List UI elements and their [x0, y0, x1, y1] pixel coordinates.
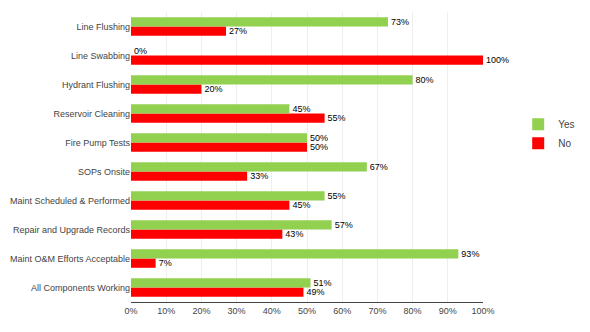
svg-text:55%: 55% — [328, 113, 346, 123]
svg-text:80%: 80% — [404, 306, 422, 316]
svg-text:73%: 73% — [391, 17, 409, 27]
svg-text:SOPs Onsite: SOPs Onsite — [78, 167, 130, 177]
svg-text:100%: 100% — [486, 55, 509, 65]
svg-text:0%: 0% — [134, 46, 147, 56]
svg-text:51%: 51% — [314, 278, 332, 288]
svg-text:45%: 45% — [292, 104, 310, 114]
svg-text:49%: 49% — [306, 287, 324, 297]
svg-text:Reservoir Cleaning: Reservoir Cleaning — [53, 109, 130, 119]
svg-text:20%: 20% — [204, 84, 222, 94]
svg-text:7%: 7% — [159, 258, 172, 268]
svg-text:100%: 100% — [471, 306, 494, 316]
svg-text:50%: 50% — [310, 133, 328, 143]
svg-text:45%: 45% — [292, 200, 310, 210]
svg-text:Fire Pump Tests: Fire Pump Tests — [65, 138, 130, 148]
svg-text:No: No — [558, 138, 571, 149]
svg-text:30%: 30% — [228, 306, 246, 316]
svg-text:Line Swabbing: Line Swabbing — [71, 51, 130, 61]
svg-text:67%: 67% — [370, 162, 388, 172]
svg-text:70%: 70% — [368, 306, 386, 316]
svg-text:10%: 10% — [157, 306, 175, 316]
svg-text:90%: 90% — [439, 306, 457, 316]
svg-text:All Components Working: All Components Working — [31, 283, 130, 293]
svg-text:27%: 27% — [229, 26, 247, 36]
svg-text:Maint O&M Efforts Acceptable: Maint O&M Efforts Acceptable — [10, 254, 130, 264]
svg-text:55%: 55% — [328, 191, 346, 201]
svg-text:Hydrant Flushing: Hydrant Flushing — [62, 80, 130, 90]
svg-text:50%: 50% — [310, 142, 328, 152]
svg-text:60%: 60% — [333, 306, 351, 316]
svg-text:93%: 93% — [461, 249, 479, 259]
svg-text:Repair and Upgrade Records: Repair and Upgrade Records — [13, 225, 131, 235]
svg-text:57%: 57% — [335, 220, 353, 230]
svg-text:Line Flushing: Line Flushing — [76, 22, 130, 32]
svg-text:33%: 33% — [250, 171, 268, 181]
svg-text:43%: 43% — [285, 229, 303, 239]
svg-text:Maint Scheduled & Performed: Maint Scheduled & Performed — [10, 196, 130, 206]
svg-text:50%: 50% — [298, 306, 316, 316]
svg-text:40%: 40% — [263, 306, 281, 316]
svg-text:80%: 80% — [416, 75, 434, 85]
svg-text:Yes: Yes — [558, 119, 574, 130]
svg-text:0%: 0% — [124, 306, 137, 316]
svg-text:20%: 20% — [192, 306, 210, 316]
